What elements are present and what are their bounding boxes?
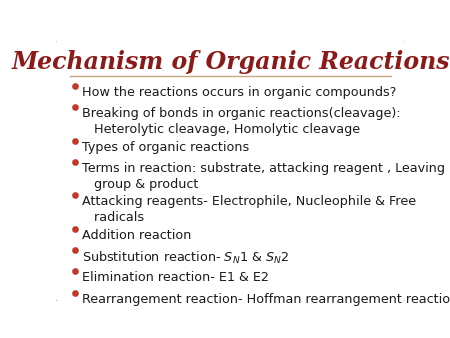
Text: Breaking of bonds in organic reactions(cleavage):
   Heterolytic cleavage, Homol: Breaking of bonds in organic reactions(c…	[82, 107, 401, 136]
Text: Terms in reaction: substrate, attacking reagent , Leaving
   group & product: Terms in reaction: substrate, attacking …	[82, 162, 446, 191]
Text: Mechanism of Organic Reactions: Mechanism of Organic Reactions	[11, 50, 450, 74]
Text: Addition reaction: Addition reaction	[82, 229, 192, 242]
Text: Substitution reaction- $S_N$1 & $S_N$2: Substitution reaction- $S_N$1 & $S_N$2	[82, 250, 289, 266]
Text: Types of organic reactions: Types of organic reactions	[82, 141, 250, 154]
Text: Rearrangement reaction- Hoffman rearrangement reaction: Rearrangement reaction- Hoffman rearrang…	[82, 293, 450, 306]
Text: How the reactions occurs in organic compounds?: How the reactions occurs in organic comp…	[82, 86, 397, 99]
FancyBboxPatch shape	[54, 39, 407, 303]
Text: Attacking reagents- Electrophile, Nucleophile & Free
   radicals: Attacking reagents- Electrophile, Nucleo…	[82, 195, 417, 224]
Text: Elimination reaction- E1 & E2: Elimination reaction- E1 & E2	[82, 271, 269, 284]
